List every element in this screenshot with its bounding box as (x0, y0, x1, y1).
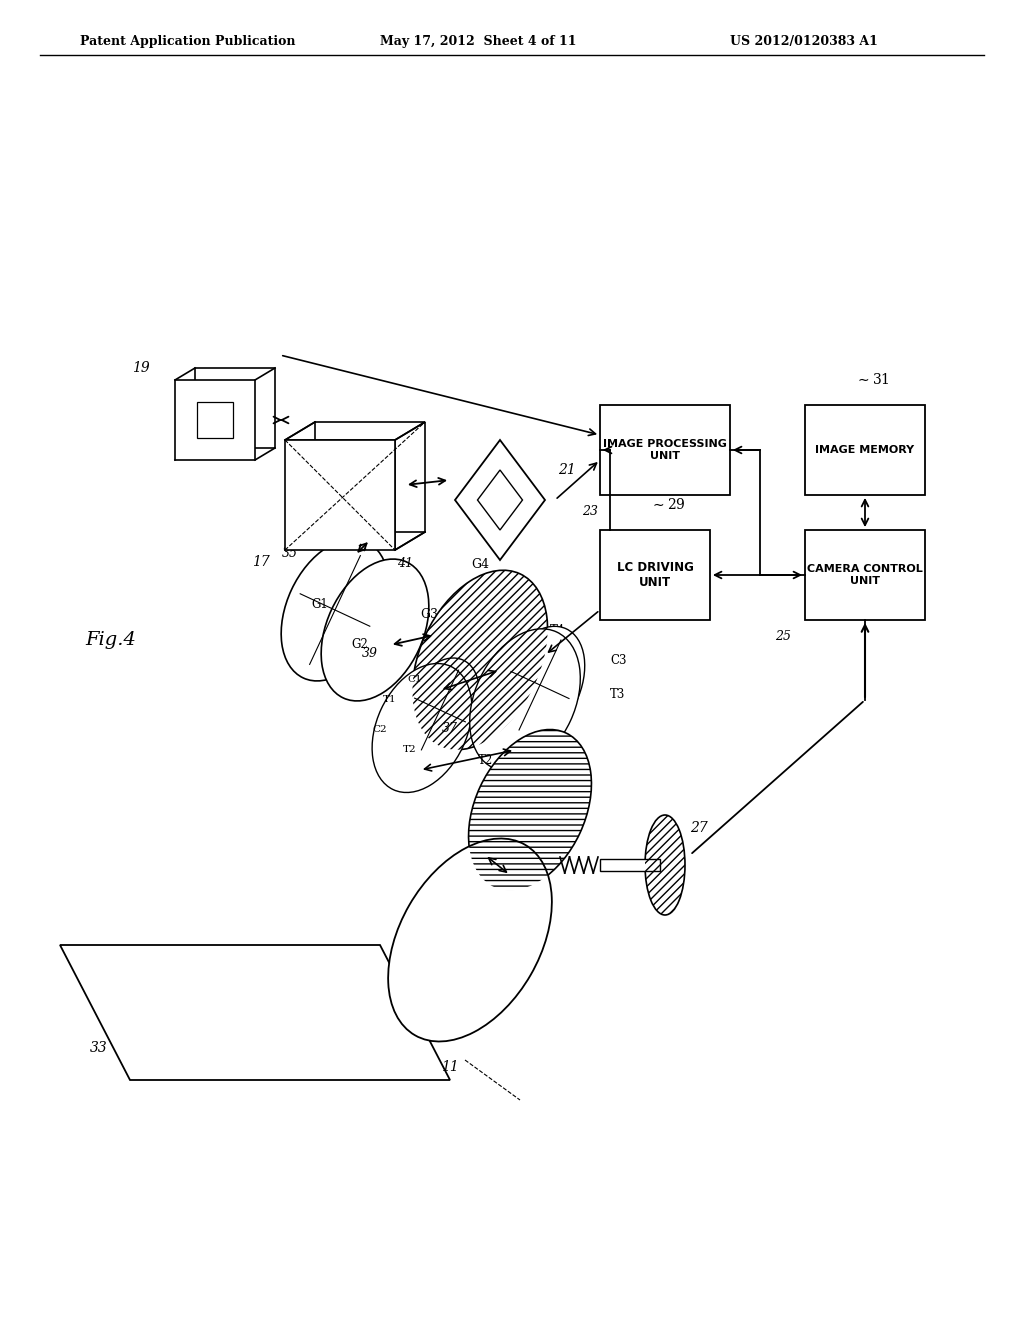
Text: 23: 23 (582, 506, 598, 517)
Bar (805, 531, 925, 620)
Text: 41: 41 (397, 557, 413, 570)
Text: $\sim$31: $\sim$31 (855, 372, 890, 387)
Text: T2: T2 (403, 746, 417, 755)
Ellipse shape (282, 539, 389, 681)
Ellipse shape (470, 628, 581, 771)
Bar (217, 389, 253, 426)
Text: 37: 37 (442, 722, 458, 735)
Text: IMAGE MEMORY: IMAGE MEMORY (815, 445, 914, 455)
Text: Patent Application Publication: Patent Application Publication (80, 36, 296, 48)
Ellipse shape (388, 838, 552, 1041)
Text: G1: G1 (311, 598, 329, 611)
Bar (600, 531, 710, 620)
Ellipse shape (496, 626, 585, 743)
Ellipse shape (645, 814, 685, 915)
Text: 25: 25 (775, 630, 791, 643)
Text: 11: 11 (441, 1060, 459, 1074)
Text: T1: T1 (383, 696, 397, 705)
Text: 21: 21 (558, 463, 575, 477)
Text: 17: 17 (252, 554, 270, 569)
Text: IMAGE PROCESSING
UNIT: IMAGE PROCESSING UNIT (603, 440, 727, 461)
Text: T2: T2 (477, 754, 493, 767)
Text: LC DRIVING
UNIT: LC DRIVING UNIT (616, 561, 693, 589)
Ellipse shape (372, 664, 472, 792)
Ellipse shape (413, 570, 548, 750)
Text: G3: G3 (420, 609, 438, 622)
Bar (197, 403, 233, 438)
Text: $\sim$29: $\sim$29 (650, 498, 685, 512)
Text: 33: 33 (90, 1041, 108, 1055)
Text: 27: 27 (690, 821, 708, 836)
Ellipse shape (469, 730, 592, 891)
Text: C3: C3 (610, 653, 627, 667)
Text: US 2012/0120383 A1: US 2012/0120383 A1 (730, 36, 878, 48)
Text: CAMERA CONTROL
UNIT: CAMERA CONTROL UNIT (807, 564, 923, 586)
Text: T3: T3 (610, 689, 626, 701)
Text: May 17, 2012  Sheet 4 of 11: May 17, 2012 Sheet 4 of 11 (380, 36, 577, 48)
Text: C2: C2 (373, 726, 387, 734)
Bar (600, 405, 730, 495)
Text: G4: G4 (471, 558, 489, 572)
Text: C1: C1 (408, 676, 422, 685)
Bar (285, 440, 395, 550)
Text: 39: 39 (362, 647, 378, 660)
Text: T4: T4 (550, 623, 565, 636)
Bar (600, 859, 660, 871)
Bar (805, 405, 925, 495)
Bar (195, 368, 275, 447)
Ellipse shape (322, 560, 429, 701)
Text: 35: 35 (282, 546, 298, 560)
Text: Fig.4: Fig.4 (85, 631, 136, 649)
Text: C4: C4 (558, 659, 574, 672)
Text: 19: 19 (132, 360, 150, 375)
Bar (175, 380, 255, 459)
Text: G2: G2 (351, 639, 369, 652)
Ellipse shape (400, 657, 479, 762)
